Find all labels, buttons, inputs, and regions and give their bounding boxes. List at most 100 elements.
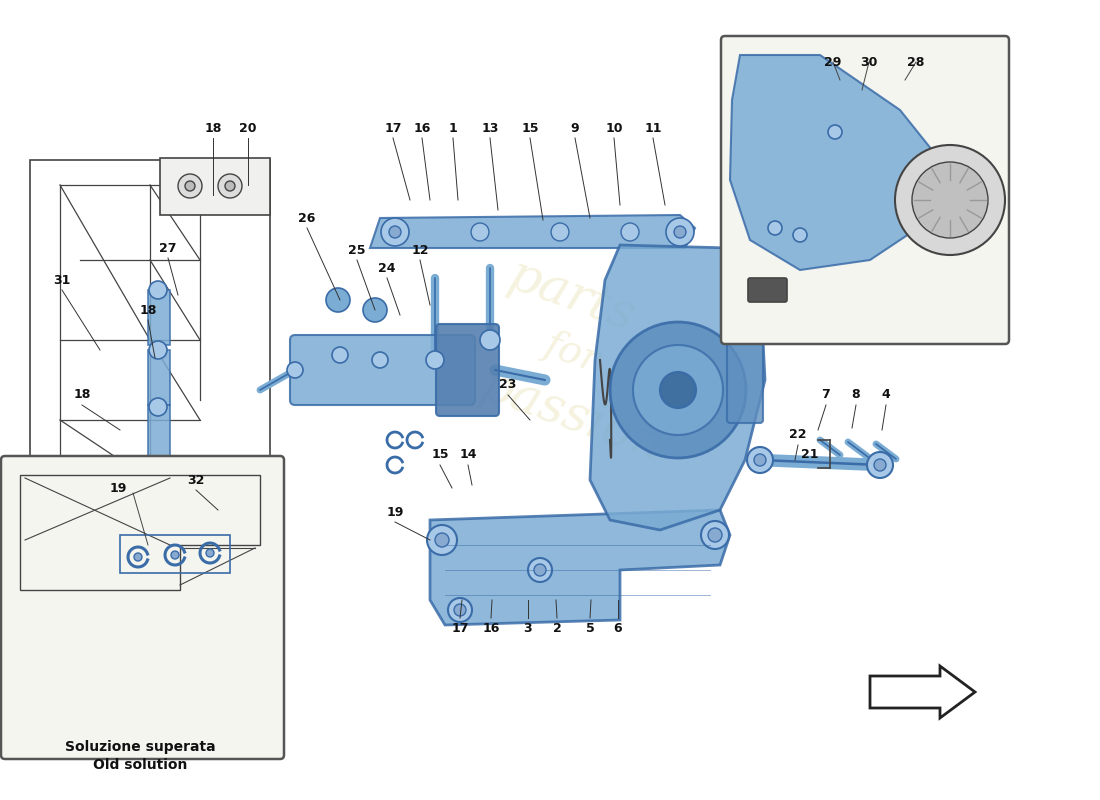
- Text: 2: 2: [552, 622, 561, 634]
- Text: 26: 26: [298, 211, 316, 225]
- Circle shape: [226, 181, 235, 191]
- Circle shape: [363, 298, 387, 322]
- Text: 9: 9: [571, 122, 580, 134]
- Circle shape: [448, 598, 472, 622]
- Text: 18: 18: [140, 303, 156, 317]
- FancyBboxPatch shape: [727, 337, 763, 423]
- Text: 17: 17: [384, 122, 402, 134]
- Text: 4: 4: [881, 389, 890, 402]
- Text: 29: 29: [824, 55, 842, 69]
- Text: passion: passion: [474, 360, 670, 472]
- Text: 28: 28: [908, 55, 925, 69]
- Circle shape: [206, 549, 214, 557]
- Bar: [120, 535, 230, 573]
- Polygon shape: [430, 510, 730, 625]
- Text: 8: 8: [851, 389, 860, 402]
- Text: 18: 18: [205, 122, 222, 134]
- Text: 19: 19: [109, 482, 126, 494]
- Text: for: for: [539, 325, 605, 379]
- Circle shape: [148, 398, 167, 416]
- Text: 1: 1: [449, 122, 458, 134]
- FancyBboxPatch shape: [1, 456, 284, 759]
- Text: 17: 17: [451, 622, 469, 634]
- Circle shape: [178, 174, 202, 198]
- Text: 11: 11: [645, 122, 662, 134]
- Circle shape: [426, 351, 444, 369]
- Circle shape: [747, 447, 773, 473]
- Circle shape: [427, 525, 456, 555]
- Text: 18: 18: [74, 389, 90, 402]
- Text: Old solution: Old solution: [92, 758, 187, 772]
- Circle shape: [708, 528, 722, 542]
- Text: parts: parts: [502, 250, 642, 342]
- Circle shape: [768, 221, 782, 235]
- Polygon shape: [730, 55, 940, 270]
- Circle shape: [148, 341, 167, 359]
- Circle shape: [170, 551, 179, 559]
- Bar: [148, 290, 170, 345]
- Text: 21: 21: [801, 449, 818, 462]
- Circle shape: [287, 362, 303, 378]
- Text: 24: 24: [378, 262, 396, 274]
- Polygon shape: [590, 245, 764, 530]
- Text: 16: 16: [414, 122, 431, 134]
- Bar: [148, 350, 170, 405]
- Polygon shape: [870, 666, 975, 718]
- Circle shape: [610, 322, 746, 458]
- Circle shape: [528, 558, 552, 582]
- Text: 15: 15: [521, 122, 539, 134]
- Circle shape: [874, 459, 886, 471]
- Circle shape: [551, 223, 569, 241]
- Text: 10: 10: [605, 122, 623, 134]
- Circle shape: [480, 330, 501, 350]
- Text: 7: 7: [822, 389, 830, 402]
- Circle shape: [471, 223, 490, 241]
- Circle shape: [666, 218, 694, 246]
- Text: 6: 6: [614, 622, 623, 634]
- Text: 30: 30: [860, 55, 878, 69]
- Circle shape: [828, 125, 842, 139]
- Circle shape: [381, 218, 409, 246]
- Circle shape: [434, 533, 449, 547]
- Circle shape: [912, 162, 988, 238]
- Text: Soluzione superata: Soluzione superata: [65, 740, 216, 754]
- Circle shape: [372, 352, 388, 368]
- Text: 23: 23: [499, 378, 517, 391]
- Text: 12: 12: [411, 243, 429, 257]
- Text: 20: 20: [240, 122, 256, 134]
- FancyBboxPatch shape: [290, 335, 475, 405]
- Text: 14: 14: [460, 449, 476, 462]
- Text: 15: 15: [431, 449, 449, 462]
- Text: 16: 16: [482, 622, 499, 634]
- Text: 27: 27: [160, 242, 177, 254]
- Circle shape: [134, 553, 142, 561]
- Circle shape: [754, 454, 766, 466]
- Text: 3: 3: [524, 622, 532, 634]
- Polygon shape: [160, 158, 270, 215]
- Circle shape: [867, 452, 893, 478]
- Circle shape: [793, 228, 807, 242]
- Circle shape: [148, 281, 167, 299]
- Text: 5: 5: [585, 622, 594, 634]
- Circle shape: [389, 226, 402, 238]
- Circle shape: [534, 564, 546, 576]
- Text: 31: 31: [53, 274, 70, 286]
- Circle shape: [332, 347, 348, 363]
- FancyBboxPatch shape: [748, 278, 786, 302]
- FancyBboxPatch shape: [720, 36, 1009, 344]
- Circle shape: [632, 345, 723, 435]
- Polygon shape: [370, 215, 695, 248]
- Text: 22: 22: [790, 429, 806, 442]
- Circle shape: [185, 181, 195, 191]
- Circle shape: [621, 223, 639, 241]
- Circle shape: [701, 521, 729, 549]
- Circle shape: [326, 288, 350, 312]
- Circle shape: [454, 604, 466, 616]
- Circle shape: [674, 226, 686, 238]
- Text: 19: 19: [386, 506, 404, 518]
- Circle shape: [660, 372, 696, 408]
- FancyBboxPatch shape: [190, 488, 220, 510]
- Text: 32: 32: [187, 474, 205, 486]
- Circle shape: [895, 145, 1005, 255]
- Circle shape: [218, 174, 242, 198]
